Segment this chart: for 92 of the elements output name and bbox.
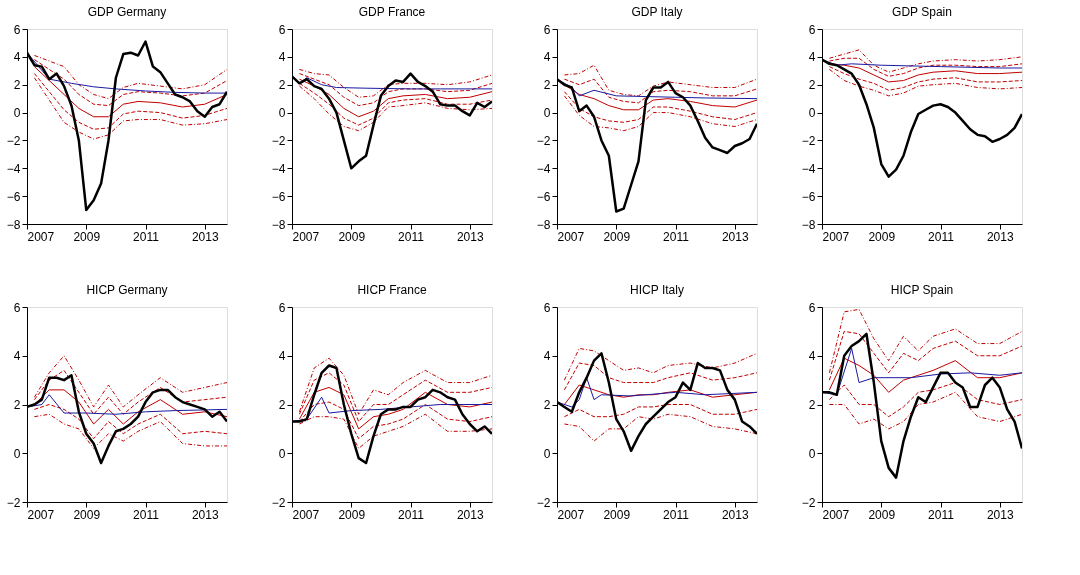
y-tick-label: 2 xyxy=(543,398,551,412)
y-tick-label: 6 xyxy=(13,300,21,315)
y-tick-label: −6 xyxy=(6,189,21,204)
x-tick-label: 2009 xyxy=(338,229,366,244)
x-tick-label: 2013 xyxy=(191,229,219,244)
y-tick-label: −8 xyxy=(271,217,286,232)
x-tick-label: 2007 xyxy=(557,507,585,522)
y-tick-label: 0 xyxy=(278,106,286,121)
y-tick-label: −2 xyxy=(271,133,286,148)
x-tick-label: 2011 xyxy=(398,507,425,522)
y-tick-label: 6 xyxy=(13,22,21,37)
y-tick-label: −8 xyxy=(536,217,551,232)
x-tick-label: 2011 xyxy=(663,229,690,244)
y-tick-label: −2 xyxy=(801,495,816,510)
y-tick-label: −6 xyxy=(271,189,286,204)
x-tick-label: 2007 xyxy=(822,507,850,522)
x-tick-label: 2009 xyxy=(603,229,631,244)
y-tick-label: 6 xyxy=(278,300,286,315)
y-tick-label: 4 xyxy=(278,50,286,65)
x-tick-label: 2011 xyxy=(133,507,160,522)
chart-title: HICP Italy xyxy=(630,283,684,297)
y-tick-label: −4 xyxy=(271,161,286,176)
x-tick-label: 2013 xyxy=(191,507,219,522)
y-tick-label: −4 xyxy=(6,161,21,176)
chart-title: GDP Spain xyxy=(892,5,952,19)
x-tick-label: 2007 xyxy=(557,229,585,244)
y-tick-label: −8 xyxy=(6,217,21,232)
y-tick-label: 0 xyxy=(543,446,551,461)
y-tick-label: 4 xyxy=(13,50,21,65)
y-tick-label: 6 xyxy=(278,22,286,37)
x-tick-label: 2009 xyxy=(73,507,101,522)
x-tick-label: 2013 xyxy=(456,229,484,244)
y-tick-label: 4 xyxy=(13,349,21,364)
x-tick-label: 2007 xyxy=(292,507,320,522)
x-tick-label: 2013 xyxy=(986,507,1014,522)
y-tick-label: 4 xyxy=(543,50,551,65)
y-tick-label: −4 xyxy=(801,161,816,176)
y-tick-label: −4 xyxy=(536,161,551,176)
y-tick-label: −6 xyxy=(536,189,551,204)
y-tick-label: 0 xyxy=(808,106,816,121)
x-tick-label: 2009 xyxy=(338,507,366,522)
y-tick-label: 6 xyxy=(808,22,816,37)
y-tick-label: 0 xyxy=(278,446,286,461)
y-tick-label: 2 xyxy=(278,78,286,93)
y-tick-label: 0 xyxy=(13,106,21,121)
y-tick-label: 4 xyxy=(808,349,816,364)
x-tick-label: 2011 xyxy=(928,229,955,244)
y-tick-label: 2 xyxy=(278,398,286,412)
x-tick-label: 2009 xyxy=(868,229,896,244)
x-tick-label: 2013 xyxy=(456,507,484,522)
y-tick-label: −2 xyxy=(536,495,551,510)
x-tick-label: 2013 xyxy=(721,229,749,244)
x-tick-label: 2011 xyxy=(133,229,160,244)
chart-title: GDP Germany xyxy=(87,5,167,19)
y-tick-label: −6 xyxy=(801,189,816,204)
y-tick-label: −2 xyxy=(6,495,21,510)
chart-title: HICP Germany xyxy=(86,283,168,297)
y-tick-label: 6 xyxy=(543,22,551,37)
chart-title: GDP France xyxy=(358,5,426,19)
chart-title: GDP Italy xyxy=(631,5,683,19)
y-tick-label: 4 xyxy=(543,349,551,364)
y-tick-label: 4 xyxy=(808,50,816,65)
x-tick-label: 2009 xyxy=(603,507,631,522)
y-tick-label: −2 xyxy=(536,133,551,148)
y-tick-label: 2 xyxy=(808,398,816,412)
y-tick-label: 0 xyxy=(13,446,21,461)
y-tick-label: −8 xyxy=(801,217,816,232)
x-tick-label: 2009 xyxy=(73,229,101,244)
x-tick-label: 2011 xyxy=(398,229,425,244)
y-tick-label: 0 xyxy=(543,106,551,121)
y-tick-label: 0 xyxy=(808,446,816,461)
y-tick-label: 6 xyxy=(543,300,551,315)
y-tick-label: −2 xyxy=(271,495,286,510)
x-tick-label: 2007 xyxy=(292,229,320,244)
y-tick-label: 2 xyxy=(13,398,21,412)
x-tick-label: 2007 xyxy=(27,229,55,244)
y-tick-label: 2 xyxy=(13,78,21,93)
x-tick-label: 2009 xyxy=(868,507,896,522)
chart-title: HICP Spain xyxy=(890,283,954,297)
x-tick-label: 2007 xyxy=(27,507,55,522)
y-tick-label: 2 xyxy=(543,78,551,93)
x-tick-label: 2007 xyxy=(822,229,850,244)
x-tick-label: 2013 xyxy=(721,507,749,522)
x-tick-label: 2013 xyxy=(986,229,1014,244)
y-tick-label: 6 xyxy=(808,300,816,315)
x-tick-label: 2011 xyxy=(928,507,955,522)
y-tick-label: 2 xyxy=(808,78,816,93)
x-tick-label: 2011 xyxy=(663,507,690,522)
y-tick-label: −2 xyxy=(801,133,816,148)
y-tick-label: −2 xyxy=(6,133,21,148)
chart-title: HICP France xyxy=(357,283,427,297)
y-tick-label: 4 xyxy=(278,349,286,364)
